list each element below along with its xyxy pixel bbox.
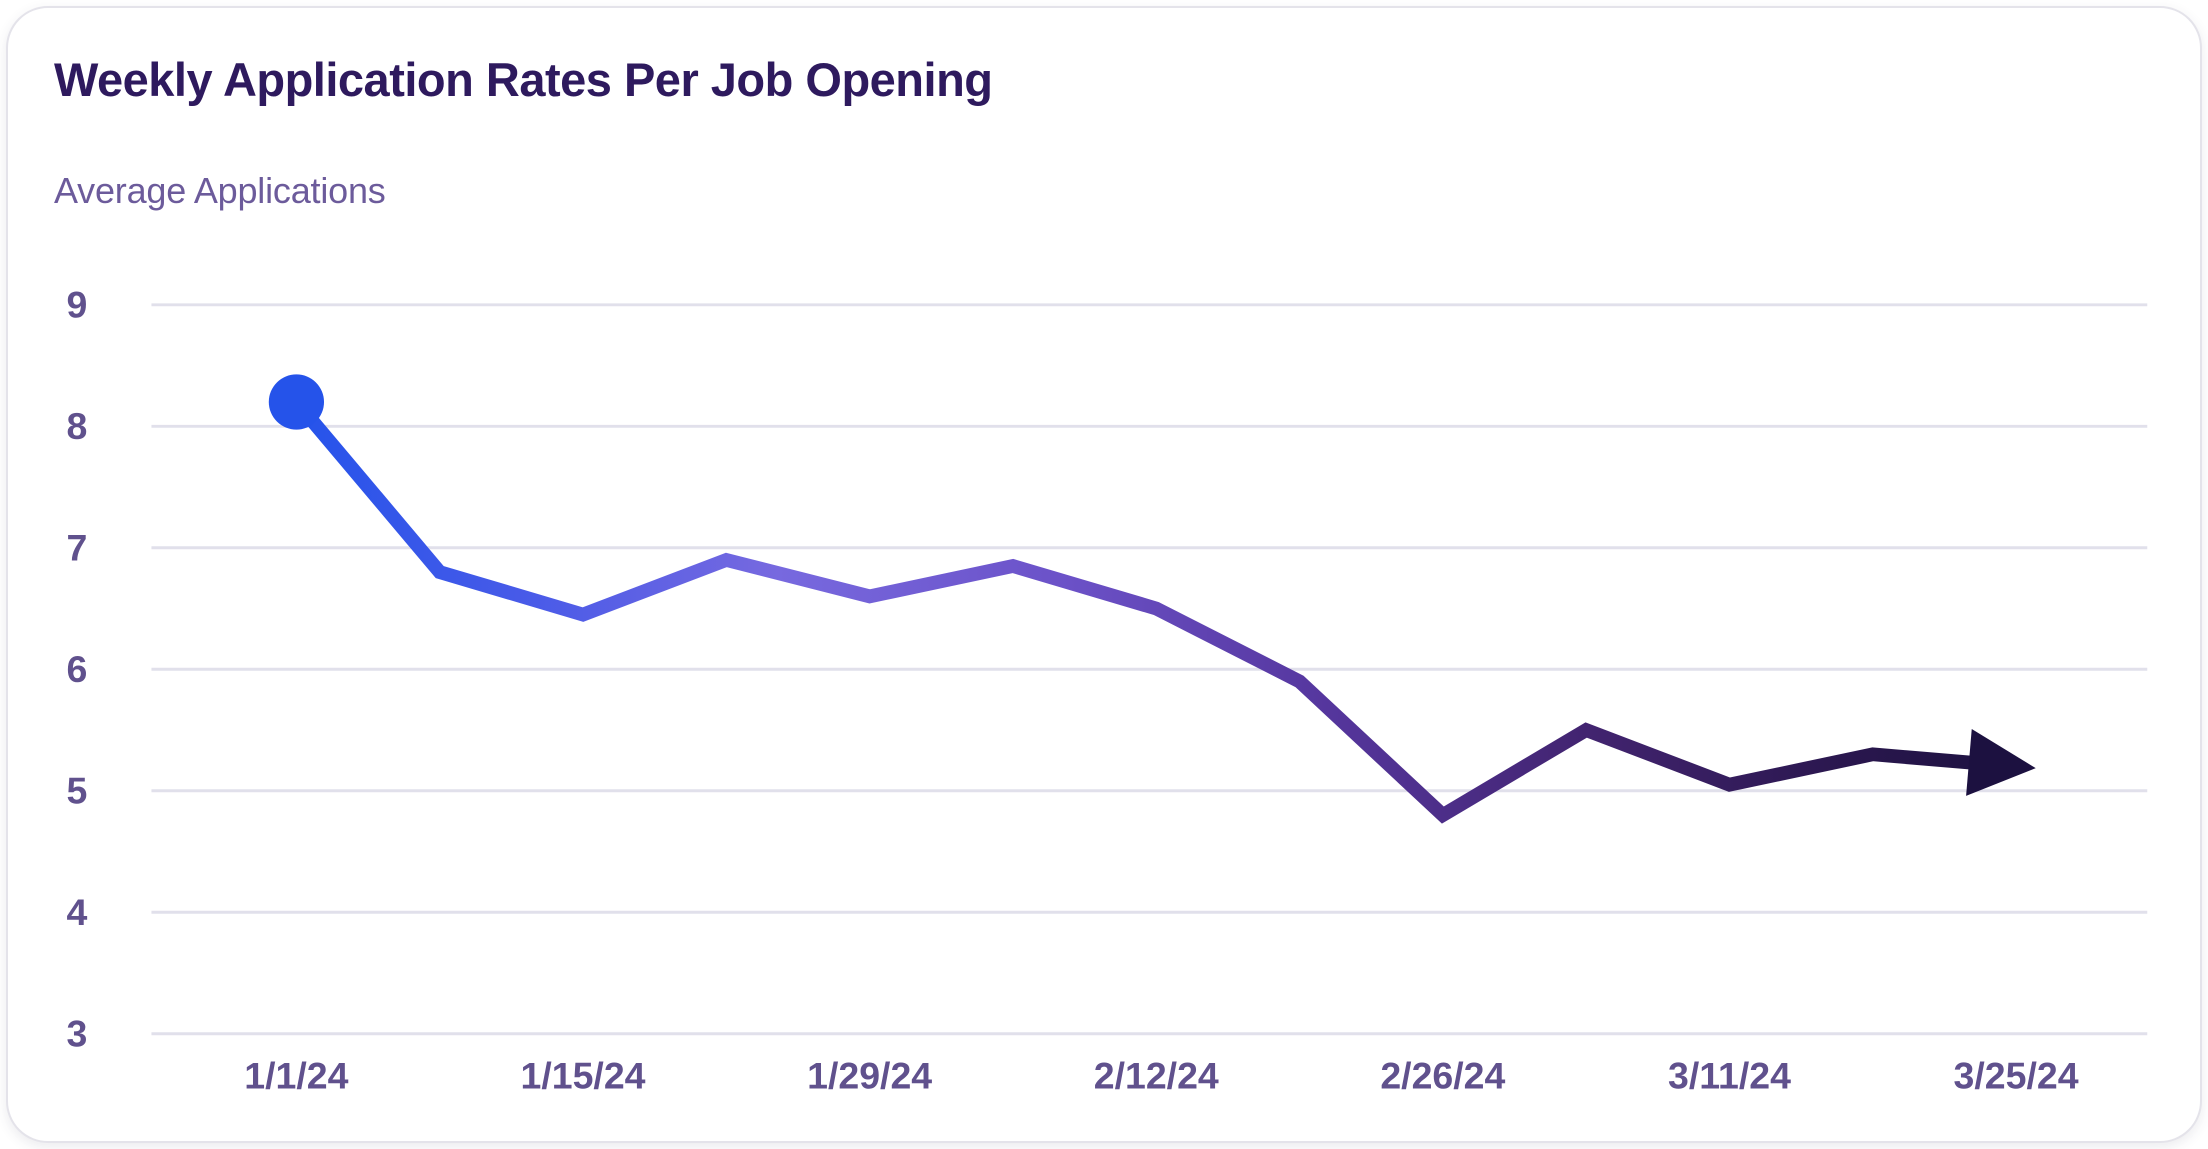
chart-title: Weekly Application Rates Per Job Opening [54,53,993,106]
y-axis-tick-label: 8 [67,405,89,447]
y-axis-tick-label: 6 [67,648,89,690]
line-chart: 9 8 7 6 5 4 3 1/1/24 1/15/24 1/29/24 2/12/24 2/26/2… [67,284,2148,1097]
start-point-marker [268,374,325,430]
x-axis-tick-label: 2/12/24 [1094,1055,1219,1097]
x-axis-tick-label: 1/29/24 [807,1055,932,1097]
chart-card: Weekly Application Rates Per Job Opening… [6,6,2202,1143]
y-axis-tick-label: 7 [67,527,89,569]
chart-y-axis-caption: Average Applications [54,170,386,211]
x-axis-tick-label: 3/25/24 [1954,1055,2079,1097]
trend-line [291,397,1998,824]
x-axis-tick-label: 1/1/24 [244,1055,348,1097]
x-axis-tick-label: 1/15/24 [521,1055,646,1097]
y-axis-tick-label: 9 [67,284,89,326]
y-axis-tick-label: 4 [67,891,89,933]
x-axis-tick-label: 2/26/24 [1380,1055,1505,1097]
y-axis-tick-label: 3 [67,1013,89,1055]
end-arrow-marker [1966,729,2036,796]
y-axis-tick-label: 5 [67,770,89,812]
x-axis-tick-label: 3/11/24 [1668,1055,1791,1097]
